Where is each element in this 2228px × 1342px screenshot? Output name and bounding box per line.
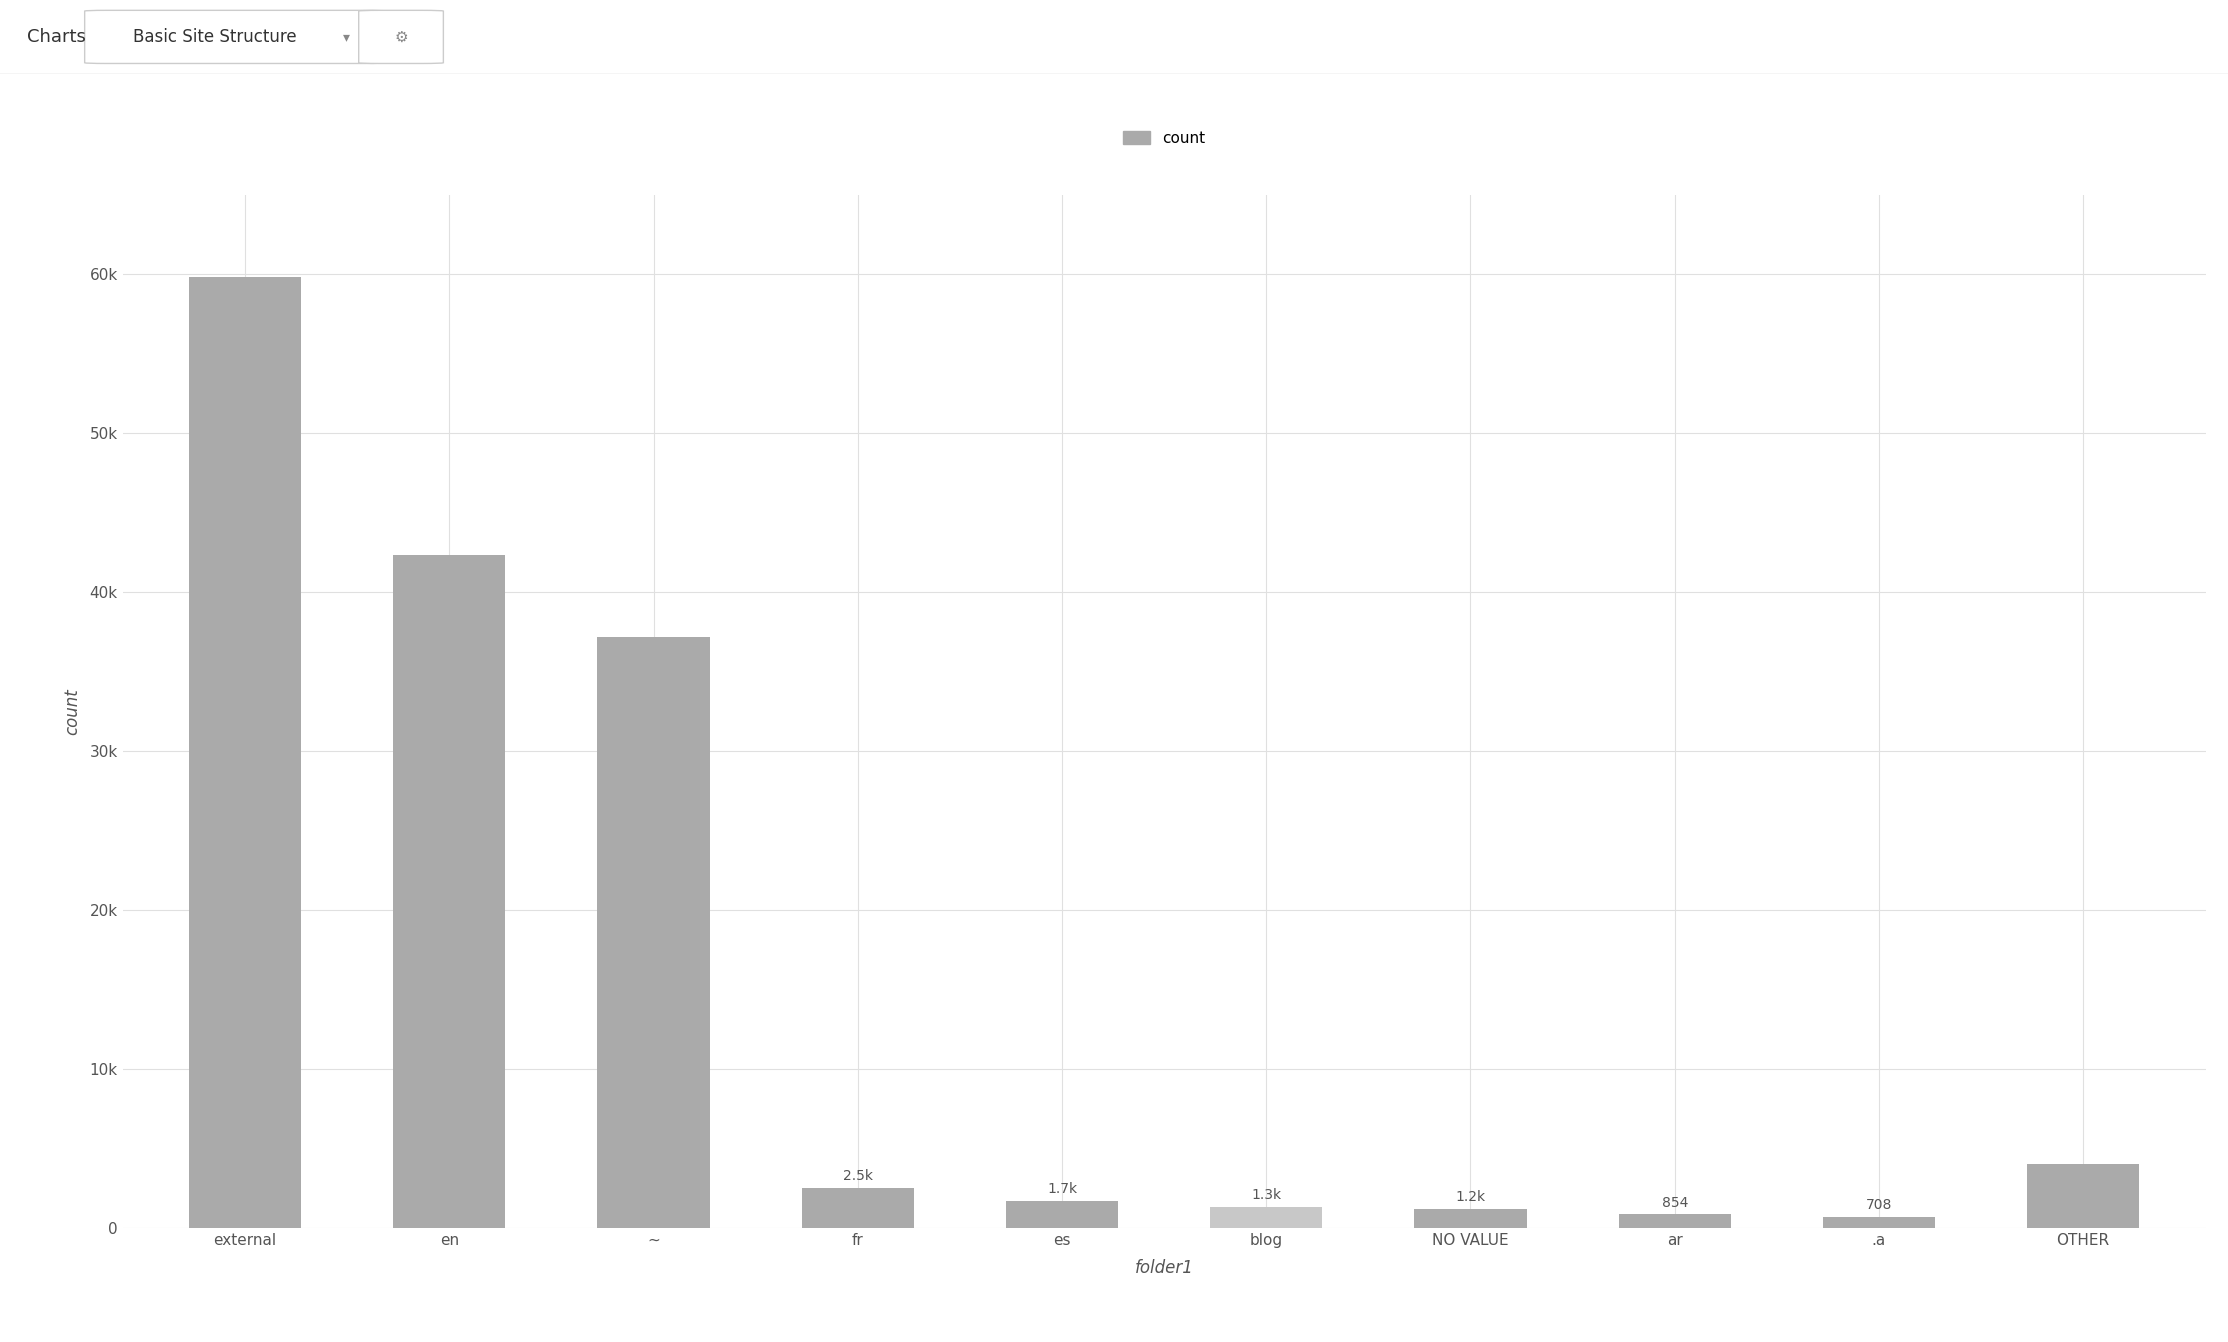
Text: 1.3k: 1.3k [1252, 1189, 1281, 1202]
Bar [189, 278, 301, 1228]
Text: 1.7k: 1.7k [1047, 1182, 1076, 1196]
Text: 708: 708 [1865, 1198, 1892, 1212]
FancyBboxPatch shape [85, 11, 385, 63]
Bar [1415, 1209, 1526, 1228]
Y-axis label: count: count [62, 688, 80, 734]
Bar [802, 1188, 913, 1228]
Text: ▾: ▾ [343, 30, 350, 44]
Bar [1618, 1215, 1731, 1228]
Bar [2027, 1165, 2139, 1228]
Text: ⚙: ⚙ [394, 30, 408, 44]
Legend: count: count [1123, 130, 1205, 146]
X-axis label: folder1: folder1 [1134, 1259, 1194, 1276]
Text: 1.2k: 1.2k [1455, 1190, 1486, 1204]
FancyBboxPatch shape [359, 11, 443, 63]
Text: 854: 854 [1662, 1196, 1689, 1209]
Text: 2.5k: 2.5k [842, 1169, 873, 1184]
Bar [597, 636, 711, 1228]
Bar [1823, 1217, 1936, 1228]
Text: Basic Site Structure: Basic Site Structure [134, 28, 296, 46]
Bar [1005, 1201, 1118, 1228]
Text: Charts: Charts [27, 28, 85, 46]
Bar [392, 556, 506, 1228]
Bar [1210, 1208, 1323, 1228]
